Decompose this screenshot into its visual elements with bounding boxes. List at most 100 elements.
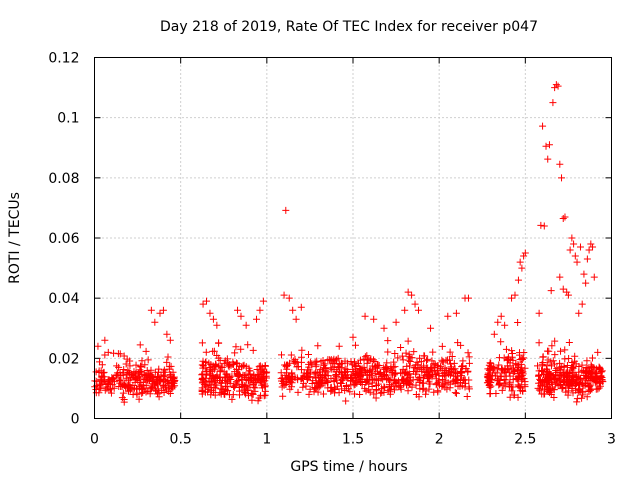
data-point bbox=[246, 370, 254, 378]
data-point bbox=[226, 380, 234, 388]
data-point bbox=[361, 312, 369, 320]
data-point bbox=[286, 385, 294, 393]
data-point bbox=[356, 365, 364, 373]
data-point bbox=[245, 367, 253, 375]
data-point bbox=[355, 360, 363, 368]
data-point bbox=[327, 387, 335, 395]
data-point bbox=[313, 357, 321, 365]
x-tick-labels: 0 0.5 1 1.5 2 2.5 3 bbox=[90, 432, 616, 448]
data-point bbox=[438, 382, 446, 390]
data-point bbox=[425, 378, 433, 386]
data-point bbox=[561, 355, 569, 363]
data-point bbox=[370, 390, 378, 398]
data-point bbox=[330, 355, 338, 363]
data-point bbox=[460, 376, 468, 384]
data-point bbox=[451, 369, 459, 377]
data-point bbox=[486, 364, 494, 372]
data-point bbox=[207, 391, 215, 399]
data-point bbox=[349, 333, 357, 341]
data-point bbox=[119, 389, 127, 397]
data-point bbox=[334, 354, 342, 362]
data-point bbox=[545, 347, 553, 355]
data-point bbox=[366, 371, 374, 379]
data-point bbox=[127, 374, 135, 382]
data-point bbox=[406, 357, 414, 365]
data-point bbox=[400, 379, 408, 387]
data-point bbox=[366, 366, 374, 374]
data-point bbox=[259, 297, 267, 305]
data-point bbox=[456, 382, 464, 390]
data-point bbox=[406, 377, 414, 385]
data-point bbox=[205, 385, 213, 393]
data-point bbox=[414, 306, 422, 314]
data-point bbox=[381, 384, 389, 392]
data-point bbox=[306, 385, 314, 393]
data-point bbox=[163, 330, 171, 338]
data-point bbox=[539, 381, 547, 389]
data-point bbox=[594, 385, 602, 393]
data-point bbox=[450, 359, 458, 367]
data-point bbox=[542, 142, 550, 150]
data-point bbox=[546, 358, 554, 366]
data-point bbox=[231, 349, 239, 357]
data-point bbox=[358, 381, 366, 389]
data-point bbox=[322, 367, 330, 375]
data-point bbox=[561, 213, 569, 221]
data-point bbox=[331, 385, 339, 393]
data-point bbox=[521, 364, 529, 372]
data-point bbox=[255, 394, 263, 402]
data-point bbox=[146, 373, 154, 381]
data-point bbox=[104, 348, 112, 356]
data-point bbox=[410, 348, 418, 356]
data-point bbox=[99, 369, 107, 377]
data-point bbox=[404, 371, 412, 379]
data-point bbox=[110, 384, 118, 392]
data-point bbox=[391, 349, 399, 357]
data-point bbox=[358, 369, 366, 377]
data-point bbox=[516, 258, 524, 266]
data-point bbox=[337, 359, 345, 367]
data-point bbox=[216, 374, 224, 382]
data-point bbox=[95, 389, 103, 397]
data-point bbox=[206, 364, 214, 372]
data-point bbox=[542, 372, 550, 380]
data-point bbox=[516, 356, 524, 364]
data-point bbox=[486, 389, 494, 397]
data-point bbox=[285, 375, 293, 383]
data-point bbox=[448, 352, 456, 360]
data-point bbox=[580, 270, 588, 278]
data-point bbox=[587, 381, 595, 389]
data-point bbox=[250, 380, 258, 388]
data-point bbox=[401, 306, 409, 314]
data-point bbox=[308, 360, 316, 368]
data-point bbox=[237, 345, 245, 353]
data-point bbox=[543, 365, 551, 373]
data-point bbox=[261, 382, 269, 390]
data-point bbox=[160, 382, 168, 390]
data-point bbox=[132, 361, 140, 369]
y-tick-label: 0.06 bbox=[48, 231, 79, 247]
data-point bbox=[307, 368, 315, 376]
data-point bbox=[305, 363, 313, 371]
data-point bbox=[576, 374, 584, 382]
data-point bbox=[490, 330, 498, 338]
data-point bbox=[444, 370, 452, 378]
data-point bbox=[283, 369, 291, 377]
data-point bbox=[314, 342, 322, 350]
data-point bbox=[298, 346, 306, 354]
data-point bbox=[565, 380, 573, 388]
data-point bbox=[331, 359, 339, 367]
x-tick-label: 3 bbox=[607, 432, 616, 448]
data-point bbox=[357, 378, 365, 386]
data-point bbox=[291, 358, 299, 366]
data-point bbox=[416, 354, 424, 362]
y-axis-label: ROTI / TECUs bbox=[7, 192, 23, 284]
data-point bbox=[363, 376, 371, 384]
data-point bbox=[592, 365, 600, 373]
data-point bbox=[98, 361, 106, 369]
data-point bbox=[249, 390, 257, 398]
data-point bbox=[593, 370, 601, 378]
data-point bbox=[563, 362, 571, 370]
data-point bbox=[203, 297, 211, 305]
data-point bbox=[116, 350, 124, 358]
